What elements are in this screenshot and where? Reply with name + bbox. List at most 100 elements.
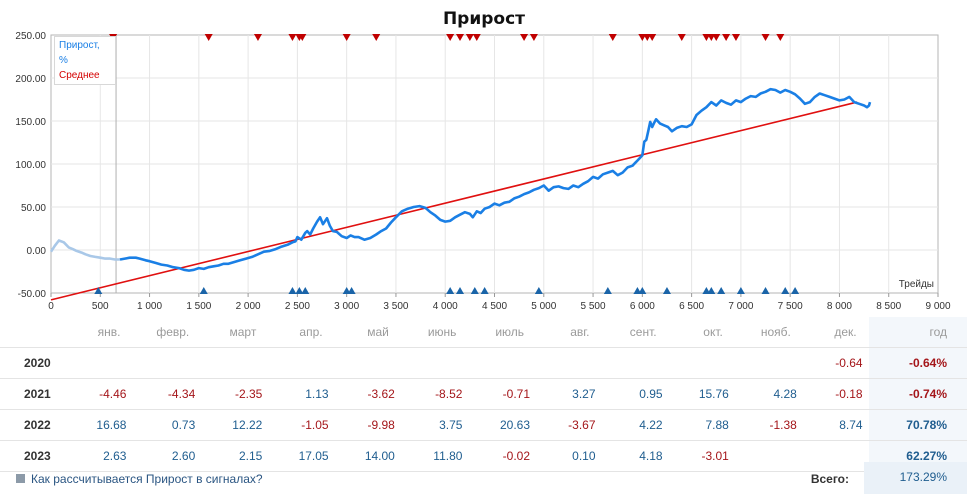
x-tick-label: 5 000 <box>531 301 556 312</box>
top-trade-marker <box>446 34 455 41</box>
month-value-cell: 0.10 <box>536 440 602 472</box>
month-value-cell: -4.46 <box>66 378 133 410</box>
month-header: сент. <box>601 317 669 348</box>
x-tick-label: 8 000 <box>827 301 852 312</box>
top-trade-marker <box>712 34 721 41</box>
month-header: авг. <box>536 317 602 348</box>
month-header: июнь <box>400 317 469 348</box>
month-header: февр. <box>132 317 202 348</box>
y-tick-label: 50.00 <box>21 203 46 214</box>
x-axis-ticks: 0 500 1 000 1 500 2 000 2 500 3 000 3 500 4 000 4… <box>48 301 951 312</box>
year-cell: 2021 <box>0 378 67 410</box>
month-value-cell: 4.18 <box>601 440 669 472</box>
bottom-trade-marker <box>470 287 479 294</box>
top-trade-marker <box>776 34 785 41</box>
chart-legend: Прирост, % Среднее <box>54 36 116 85</box>
month-value-cell: 8.74 <box>802 409 869 441</box>
month-value-cell: 11.80 <box>400 440 469 472</box>
month-header: дек. <box>802 317 869 348</box>
month-value-cell: 2.63 <box>66 440 133 472</box>
month-value-cell: 3.75 <box>400 409 469 441</box>
month-value-cell: 2.60 <box>132 440 202 472</box>
top-trade-marker <box>288 34 297 41</box>
month-header: май <box>334 317 401 348</box>
y-tick-label: 200.00 <box>15 74 46 85</box>
month-value-cell <box>668 347 735 379</box>
year-column-header <box>0 317 67 348</box>
month-value-cell: -1.38 <box>734 409 803 441</box>
average-line <box>50 101 858 301</box>
month-value-cell <box>400 347 469 379</box>
monthly-returns-table: янв. февр. март апр. май июнь июль авг. сент. окт… <box>0 317 967 472</box>
month-value-cell: -0.71 <box>468 378 537 410</box>
x-tick-label: 9 000 <box>925 301 950 312</box>
x-tick-label: 2 000 <box>236 301 261 312</box>
bottom-trade-marker <box>603 287 612 294</box>
bottom-trade-marker <box>791 287 800 294</box>
month-value-cell: -3.62 <box>334 378 401 410</box>
x-tick-label: 3 500 <box>383 301 408 312</box>
y-tick-label: -50.00 <box>18 289 47 300</box>
x-tick-label: 6 000 <box>630 301 655 312</box>
legend-growth: Прирост, % <box>59 40 100 66</box>
year-total-cell: -0.64% <box>868 347 967 379</box>
help-link[interactable]: Как рассчитывается Прирост в сигналах? <box>16 472 263 486</box>
month-value-cell: -0.64 <box>802 347 869 379</box>
top-trade-marker <box>204 34 213 41</box>
month-value-cell: 14.00 <box>334 440 401 472</box>
x-tick-label: 3 000 <box>334 301 359 312</box>
year-total-cell: 70.78% <box>868 409 967 441</box>
bottom-trade-marker <box>480 287 489 294</box>
x-tick-label: 0 <box>48 301 54 312</box>
x-tick-label: 500 <box>92 301 109 312</box>
top-trade-marker <box>648 34 657 41</box>
question-square-icon <box>16 474 25 483</box>
series-lines <box>49 87 872 301</box>
month-value-cell: -2.35 <box>201 378 269 410</box>
bottom-trade-marker <box>662 287 671 294</box>
bottom-trade-marker <box>199 287 208 294</box>
top-trade-marker <box>372 34 381 41</box>
year-total-cell: -0.74% <box>868 378 967 410</box>
x-tick-label: 1 500 <box>186 301 211 312</box>
month-value-cell: -9.98 <box>334 409 401 441</box>
table-body: 2020 -0.64 -0.64% 2021 -4.46 -4.34 -2.35 1.13 -3… <box>0 347 967 472</box>
month-value-cell: -3.01 <box>668 440 735 472</box>
top-trade-marker <box>761 34 770 41</box>
y-tick-label: 250.00 <box>15 31 46 42</box>
top-trade-marker <box>722 34 731 41</box>
month-value-cell <box>802 440 869 472</box>
help-link-text: Как рассчитывается Прирост в сигналах? <box>31 472 263 486</box>
month-value-cell: -8.52 <box>400 378 469 410</box>
month-value-cell: 0.73 <box>132 409 202 441</box>
month-value-cell: 12.22 <box>201 409 269 441</box>
top-trade-marker <box>472 34 481 41</box>
table-row: 2020 -0.64 -0.64% <box>0 347 967 379</box>
y-axis-ticks: 250.00 200.00 150.00 100.00 50.00 0.00 -50.00 <box>15 31 46 300</box>
y-tick-label: 0.00 <box>27 246 47 257</box>
top-trade-marker <box>529 34 538 41</box>
month-value-cell <box>536 347 602 379</box>
top-trade-marker <box>731 34 740 41</box>
bottom-trade-marker <box>781 287 790 294</box>
top-trade-marker <box>608 34 617 41</box>
month-header: март <box>201 317 269 348</box>
top-trade-marker <box>342 34 351 41</box>
bottom-trade-marker <box>288 287 297 294</box>
month-value-cell <box>268 347 335 379</box>
bottom-trade-marker <box>736 287 745 294</box>
bottom-trade-marker <box>446 287 455 294</box>
month-value-cell: 7.88 <box>668 409 735 441</box>
top-trade-marker <box>456 34 465 41</box>
chart-title: Прирост <box>443 9 525 29</box>
month-header: янв. <box>66 317 133 348</box>
table-row: 2023 2.63 2.60 2.15 17.05 14.00 11.80 -0.02 0.10… <box>0 440 967 472</box>
year-total-header: год <box>868 317 967 348</box>
bottom-trade-marker <box>638 287 647 294</box>
month-value-cell <box>132 347 202 379</box>
year-cell: 2022 <box>0 409 67 441</box>
growth-chart: Прирост 250.00 200.00 150.00 100.00 50.00 0.0… <box>15 9 951 312</box>
growth-line-early <box>49 239 120 261</box>
top-trade-marker <box>520 34 529 41</box>
month-value-cell: 3.27 <box>536 378 602 410</box>
